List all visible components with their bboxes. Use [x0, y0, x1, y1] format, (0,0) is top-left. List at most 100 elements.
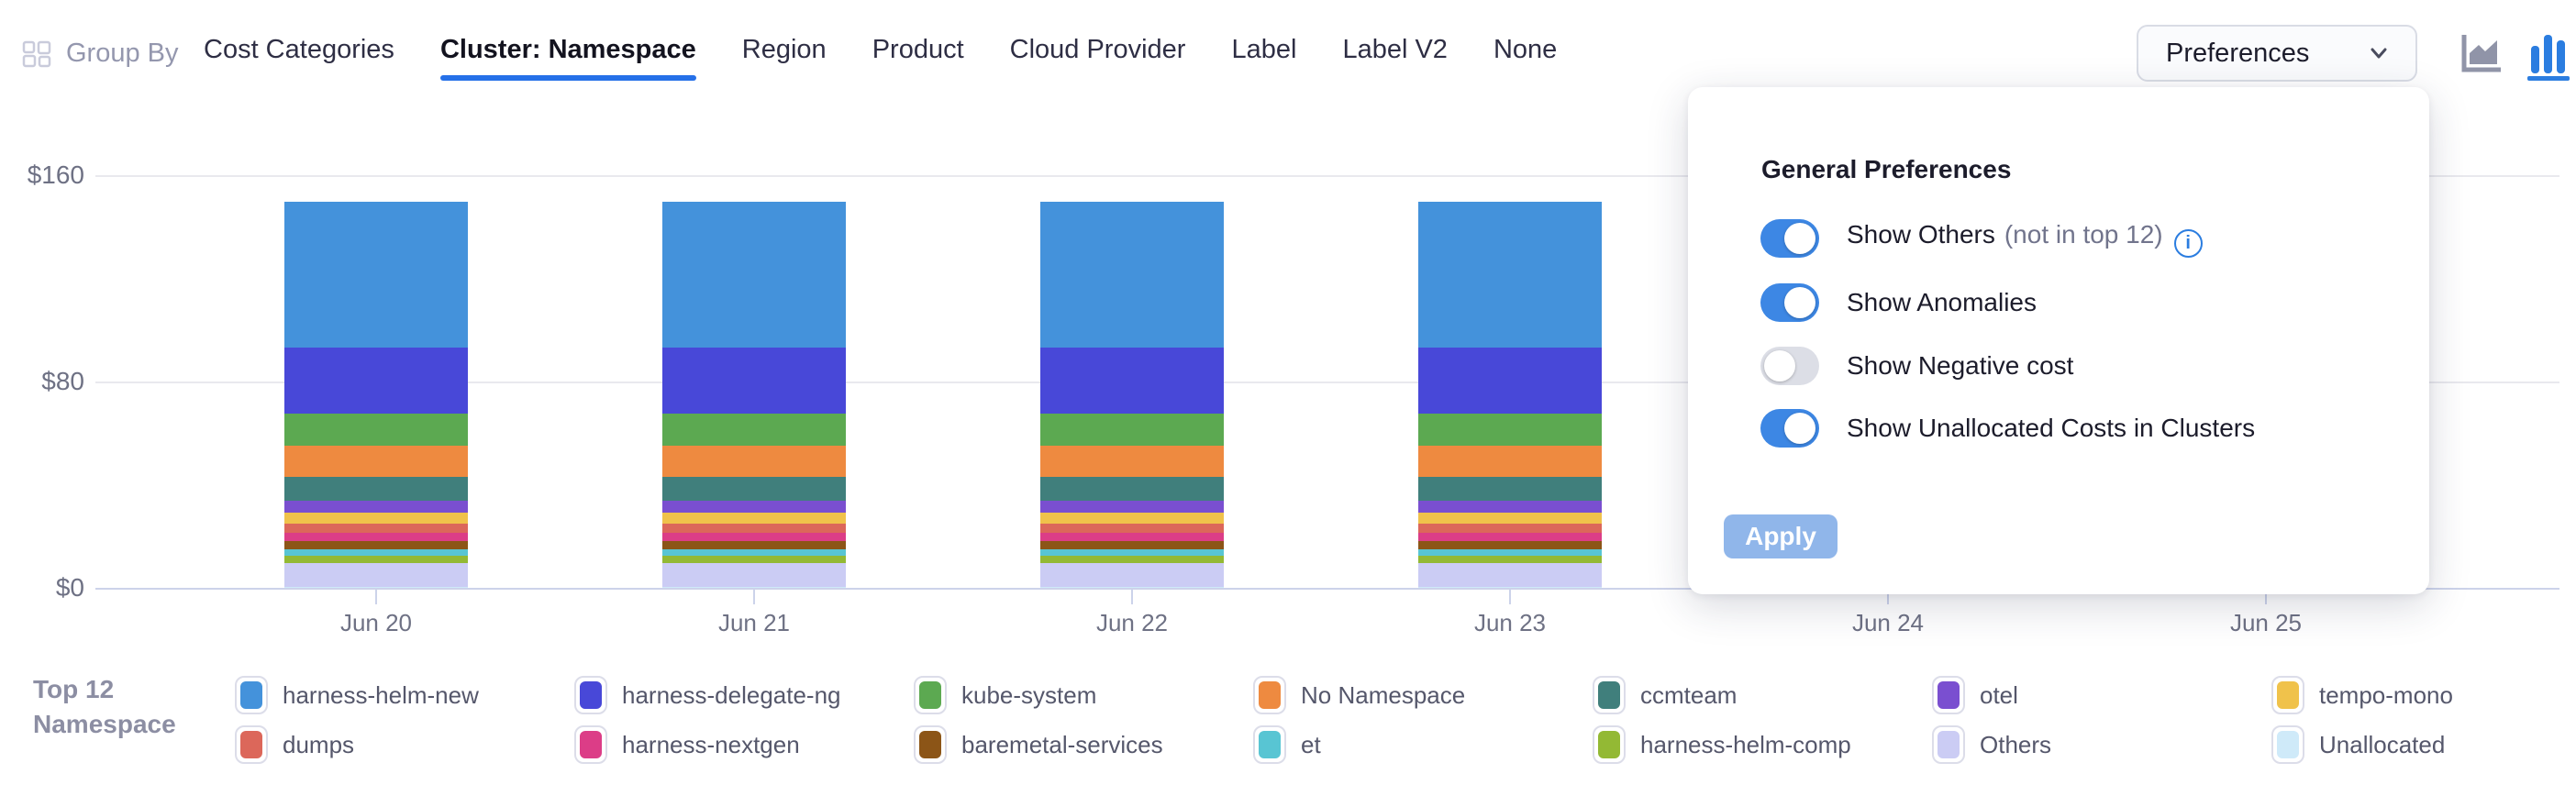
legend-item-ccmteam[interactable]: ccmteam — [1593, 676, 1932, 714]
x-tick-mark — [1509, 590, 1511, 604]
segment-dumps[interactable] — [1418, 524, 1602, 534]
segment-harness-helm-new[interactable] — [1040, 202, 1224, 348]
apply-button[interactable]: Apply — [1724, 514, 1838, 558]
info-icon[interactable]: i — [2173, 228, 2203, 258]
segment-ccmteam[interactable] — [1040, 477, 1224, 502]
segment-ccmteam[interactable] — [662, 477, 846, 502]
segment-harness-helm-comp[interactable] — [1418, 556, 1602, 564]
toggle-show-unallocated-costs-in-clusters[interactable] — [1760, 409, 1819, 448]
segment-harness-delegate-ng[interactable] — [1418, 348, 1602, 415]
legend-item-label: kube-system — [961, 680, 1097, 709]
tab-region[interactable]: Region — [741, 35, 827, 64]
segment-baremetal-services[interactable] — [284, 541, 468, 550]
tab-label[interactable]: Label — [1231, 35, 1297, 64]
segment-others[interactable] — [1040, 563, 1224, 588]
bar-chart-icon[interactable] — [2526, 31, 2570, 81]
legend-item-others[interactable]: Others — [1932, 725, 2271, 764]
tab-none[interactable]: None — [1493, 35, 1558, 64]
x-tick-label: Jun 21 — [717, 609, 791, 636]
segment-et[interactable] — [662, 549, 846, 557]
segment-harness-helm-comp[interactable] — [284, 556, 468, 564]
segment-others[interactable] — [662, 563, 846, 588]
segment-harness-helm-new[interactable] — [284, 202, 468, 348]
segment-others[interactable] — [1418, 563, 1602, 588]
legend-item-harness-nextgen[interactable]: harness-nextgen — [574, 725, 914, 764]
segment-otel[interactable] — [1418, 501, 1602, 514]
segment-no-namespace[interactable] — [284, 446, 468, 478]
segment-ccmteam[interactable] — [1418, 477, 1602, 502]
area-chart-icon[interactable] — [2459, 31, 2503, 77]
chart-type-switcher — [2459, 31, 2570, 81]
segment-harness-nextgen[interactable] — [1418, 533, 1602, 542]
bar-jun-20[interactable] — [284, 202, 468, 589]
segment-harness-delegate-ng[interactable] — [662, 348, 846, 415]
toggle-show-others[interactable] — [1760, 219, 1819, 258]
toggle-show-negative-cost[interactable] — [1760, 347, 1819, 385]
segment-others[interactable] — [284, 563, 468, 588]
segment-harness-delegate-ng[interactable] — [1040, 348, 1224, 415]
legend-item-label: baremetal-services — [961, 730, 1163, 758]
tab-cluster-namespace[interactable]: Cluster: Namespace — [439, 35, 696, 81]
legend-item-harness-helm-new[interactable]: harness-helm-new — [235, 676, 574, 714]
bar-jun-22[interactable] — [1040, 202, 1224, 589]
segment-tempo-mono[interactable] — [284, 513, 468, 525]
legend-item-baremetal-services[interactable]: baremetal-services — [914, 725, 1253, 764]
segment-kube-system[interactable] — [662, 414, 846, 447]
legend-item-harness-helm-comp[interactable]: harness-helm-comp — [1593, 725, 1932, 764]
legend-item-dumps[interactable]: dumps — [235, 725, 574, 764]
toggle-show-anomalies[interactable] — [1760, 283, 1819, 322]
legend-item-harness-delegate-ng[interactable]: harness-delegate-ng — [574, 676, 914, 714]
legend-color-swatch — [919, 681, 941, 709]
legend-color-chip — [914, 676, 947, 714]
segment-otel[interactable] — [1040, 501, 1224, 514]
legend-item-et[interactable]: et — [1253, 725, 1593, 764]
segment-no-namespace[interactable] — [662, 446, 846, 478]
tab-label-v2[interactable]: Label V2 — [1342, 35, 1448, 64]
segment-baremetal-services[interactable] — [1040, 541, 1224, 550]
segment-no-namespace[interactable] — [1040, 446, 1224, 478]
tab-cost-categories[interactable]: Cost Categories — [204, 35, 394, 64]
segment-harness-helm-comp[interactable] — [1040, 556, 1224, 564]
segment-otel[interactable] — [284, 501, 468, 514]
tab-product[interactable]: Product — [872, 35, 964, 64]
segment-et[interactable] — [1418, 549, 1602, 557]
toggle-knob — [1764, 350, 1795, 381]
legend-color-chip — [1593, 725, 1626, 764]
legend-item-otel[interactable]: otel — [1932, 676, 2271, 714]
segment-harness-helm-new[interactable] — [662, 202, 846, 348]
segment-harness-helm-comp[interactable] — [662, 556, 846, 564]
segment-ccmteam[interactable] — [284, 477, 468, 502]
segment-dumps[interactable] — [1040, 524, 1224, 534]
segment-kube-system[interactable] — [1418, 414, 1602, 447]
y-tick-label: $80 — [41, 367, 84, 395]
preferences-dropdown[interactable]: Preferences — [2137, 25, 2417, 82]
segment-harness-nextgen[interactable] — [662, 533, 846, 542]
segment-kube-system[interactable] — [284, 414, 468, 447]
segment-et[interactable] — [284, 549, 468, 557]
segment-dumps[interactable] — [284, 524, 468, 534]
segment-harness-nextgen[interactable] — [284, 533, 468, 542]
tab-cloud-provider[interactable]: Cloud Provider — [1009, 35, 1186, 64]
segment-dumps[interactable] — [662, 524, 846, 534]
legend-item-no-namespace[interactable]: No Namespace — [1253, 676, 1593, 714]
segment-baremetal-services[interactable] — [1418, 541, 1602, 550]
segment-no-namespace[interactable] — [1418, 446, 1602, 478]
segment-baremetal-services[interactable] — [662, 541, 846, 550]
legend-item-unallocated[interactable]: Unallocated — [2271, 725, 2576, 764]
segment-harness-delegate-ng[interactable] — [284, 348, 468, 415]
legend-item-tempo-mono[interactable]: tempo-mono — [2271, 676, 2576, 714]
segment-otel[interactable] — [662, 501, 846, 514]
legend-color-swatch — [1259, 731, 1281, 758]
segment-harness-nextgen[interactable] — [1040, 533, 1224, 542]
x-tick-label: Jun 25 — [2229, 609, 2303, 636]
bar-jun-21[interactable] — [662, 202, 846, 589]
bar-jun-23[interactable] — [1418, 202, 1602, 589]
segment-tempo-mono[interactable] — [1040, 513, 1224, 525]
segment-tempo-mono[interactable] — [662, 513, 846, 525]
segment-kube-system[interactable] — [1040, 414, 1224, 447]
segment-harness-helm-new[interactable] — [1418, 202, 1602, 348]
segment-tempo-mono[interactable] — [1418, 513, 1602, 525]
toggle-label: Show Negative cost — [1847, 351, 2074, 380]
segment-et[interactable] — [1040, 549, 1224, 557]
legend-item-kube-system[interactable]: kube-system — [914, 676, 1253, 714]
